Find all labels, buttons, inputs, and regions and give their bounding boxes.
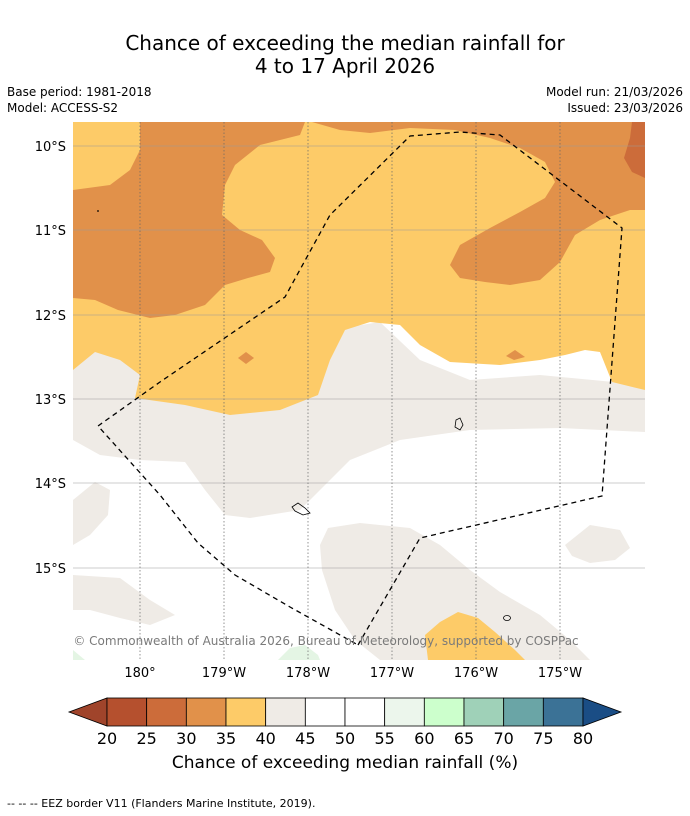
- lat-label-14s: 14°S: [35, 477, 66, 492]
- island-outline-a: [454, 417, 464, 431]
- colorbar-bin-20-25: [106, 697, 148, 727]
- colorbar-tick-50: 50: [335, 729, 355, 748]
- colorbar-bin-50-55: [344, 697, 386, 727]
- contour-45-50-patch-east: [565, 525, 630, 563]
- lat-label-12s: 12°S: [35, 309, 66, 324]
- colorbar-tick-55: 55: [374, 729, 394, 748]
- issued-date: Issued: 23/03/2026: [567, 101, 683, 115]
- lat-label-10s: 10°S: [35, 140, 66, 155]
- colorbar-tick-70: 70: [493, 729, 513, 748]
- colorbar-extend-high: [582, 697, 623, 727]
- colorbar-tick-35: 35: [216, 729, 236, 748]
- colorbar: 20 25 30 35 40 45 50 55 60 65 70 75 80: [67, 697, 623, 748]
- colorbar-tick-45: 45: [295, 729, 315, 748]
- meta-right: Model run: 21/03/2026 Issued: 23/03/2026: [546, 84, 683, 116]
- base-period: Base period: 1981-2018: [7, 85, 152, 99]
- lon-label-177w: 177°W: [370, 666, 414, 681]
- colorbar-tick-20: 20: [97, 729, 117, 748]
- model-name: Model: ACCESS-S2: [7, 101, 119, 115]
- title-line-1: Chance of exceeding the median rainfall …: [125, 31, 565, 55]
- contour-45-50-patch-west: [73, 482, 110, 545]
- contour-30-35-speck-a: [238, 352, 254, 364]
- lon-label-176w: 176°W: [454, 666, 498, 681]
- colorbar-bin-65-70: [463, 697, 505, 727]
- colorbar-tick-80: 80: [573, 729, 593, 748]
- contour-45-50-patch-southwest: [73, 575, 175, 625]
- colorbar-tick-30: 30: [176, 729, 196, 748]
- contour-30-35-speck-b: [506, 350, 525, 360]
- lat-label-13s: 13°S: [35, 393, 66, 408]
- contour-45-50-patch-south: [320, 523, 590, 660]
- lat-gridlines: [73, 145, 645, 569]
- contour-30-35-northwest: [73, 122, 305, 318]
- map-title: Chance of exceeding the median rainfall …: [0, 32, 690, 78]
- island-dot: [97, 210, 99, 212]
- island-outline-b: [291, 502, 311, 516]
- contour-55-60-patch: [278, 645, 320, 660]
- eez-border: [97, 131, 623, 646]
- eez-footnote: -- -- -- EEZ border V11 (Flanders Marine…: [7, 797, 316, 810]
- contour-30-35-northeast: [312, 122, 645, 285]
- colorbar-tick-40: 40: [255, 729, 275, 748]
- contour-25-30-patch: [624, 122, 645, 178]
- rainfall-map: © Commonwealth of Australia 2026, Bureau…: [73, 122, 645, 660]
- colorbar-bin-60-65: [423, 697, 465, 727]
- lat-axis-labels: 10°S 11°S 12°S 13°S 14°S 15°S: [35, 140, 66, 577]
- colorbar-tick-75: 75: [533, 729, 553, 748]
- colorbar-tick-60: 60: [414, 729, 434, 748]
- meta-left: Base period: 1981-2018 Model: ACCESS-S2: [7, 84, 152, 116]
- lon-label-175w: 175°W: [538, 666, 582, 681]
- lat-label-15s: 15°S: [35, 562, 66, 577]
- colorbar-bin-55-60: [384, 697, 425, 727]
- model-run: Model run: 21/03/2026: [545, 85, 683, 99]
- title-line-2: 4 to 17 April 2026: [254, 54, 436, 78]
- colorbar-bin-45-50: [304, 697, 346, 727]
- island-outline-c: [503, 615, 511, 621]
- colorbar-bin-35-40: [225, 697, 267, 727]
- lon-label-179w: 179°W: [202, 666, 246, 681]
- colorbar-bin-75-80: [542, 697, 584, 727]
- colorbar-title: Chance of exceeding median rainfall (%): [171, 753, 519, 773]
- copyright-note: © Commonwealth of Australia 2026, Bureau…: [73, 634, 578, 648]
- lon-gridlines: [139, 122, 561, 660]
- colorbar-tick-65: 65: [454, 729, 474, 748]
- lon-label-180: 180°: [124, 666, 155, 681]
- lat-label-11s: 11°S: [35, 224, 66, 239]
- lon-axis-labels: 180° 179°W 178°W 177°W 176°W 175°W: [124, 666, 582, 681]
- colorbar-bin-30-35: [185, 697, 227, 727]
- colorbar-bin-70-75: [503, 697, 544, 727]
- colorbar-bin-25-30: [146, 697, 187, 727]
- lon-label-178w: 178°W: [286, 666, 330, 681]
- colorbar-tick-25: 25: [136, 729, 156, 748]
- contour-55-60-corner: [73, 650, 85, 660]
- colorbar-bin-40-45: [265, 697, 306, 727]
- contour-35-40-south-patch: [425, 612, 525, 660]
- colorbar-extend-low: [67, 697, 108, 727]
